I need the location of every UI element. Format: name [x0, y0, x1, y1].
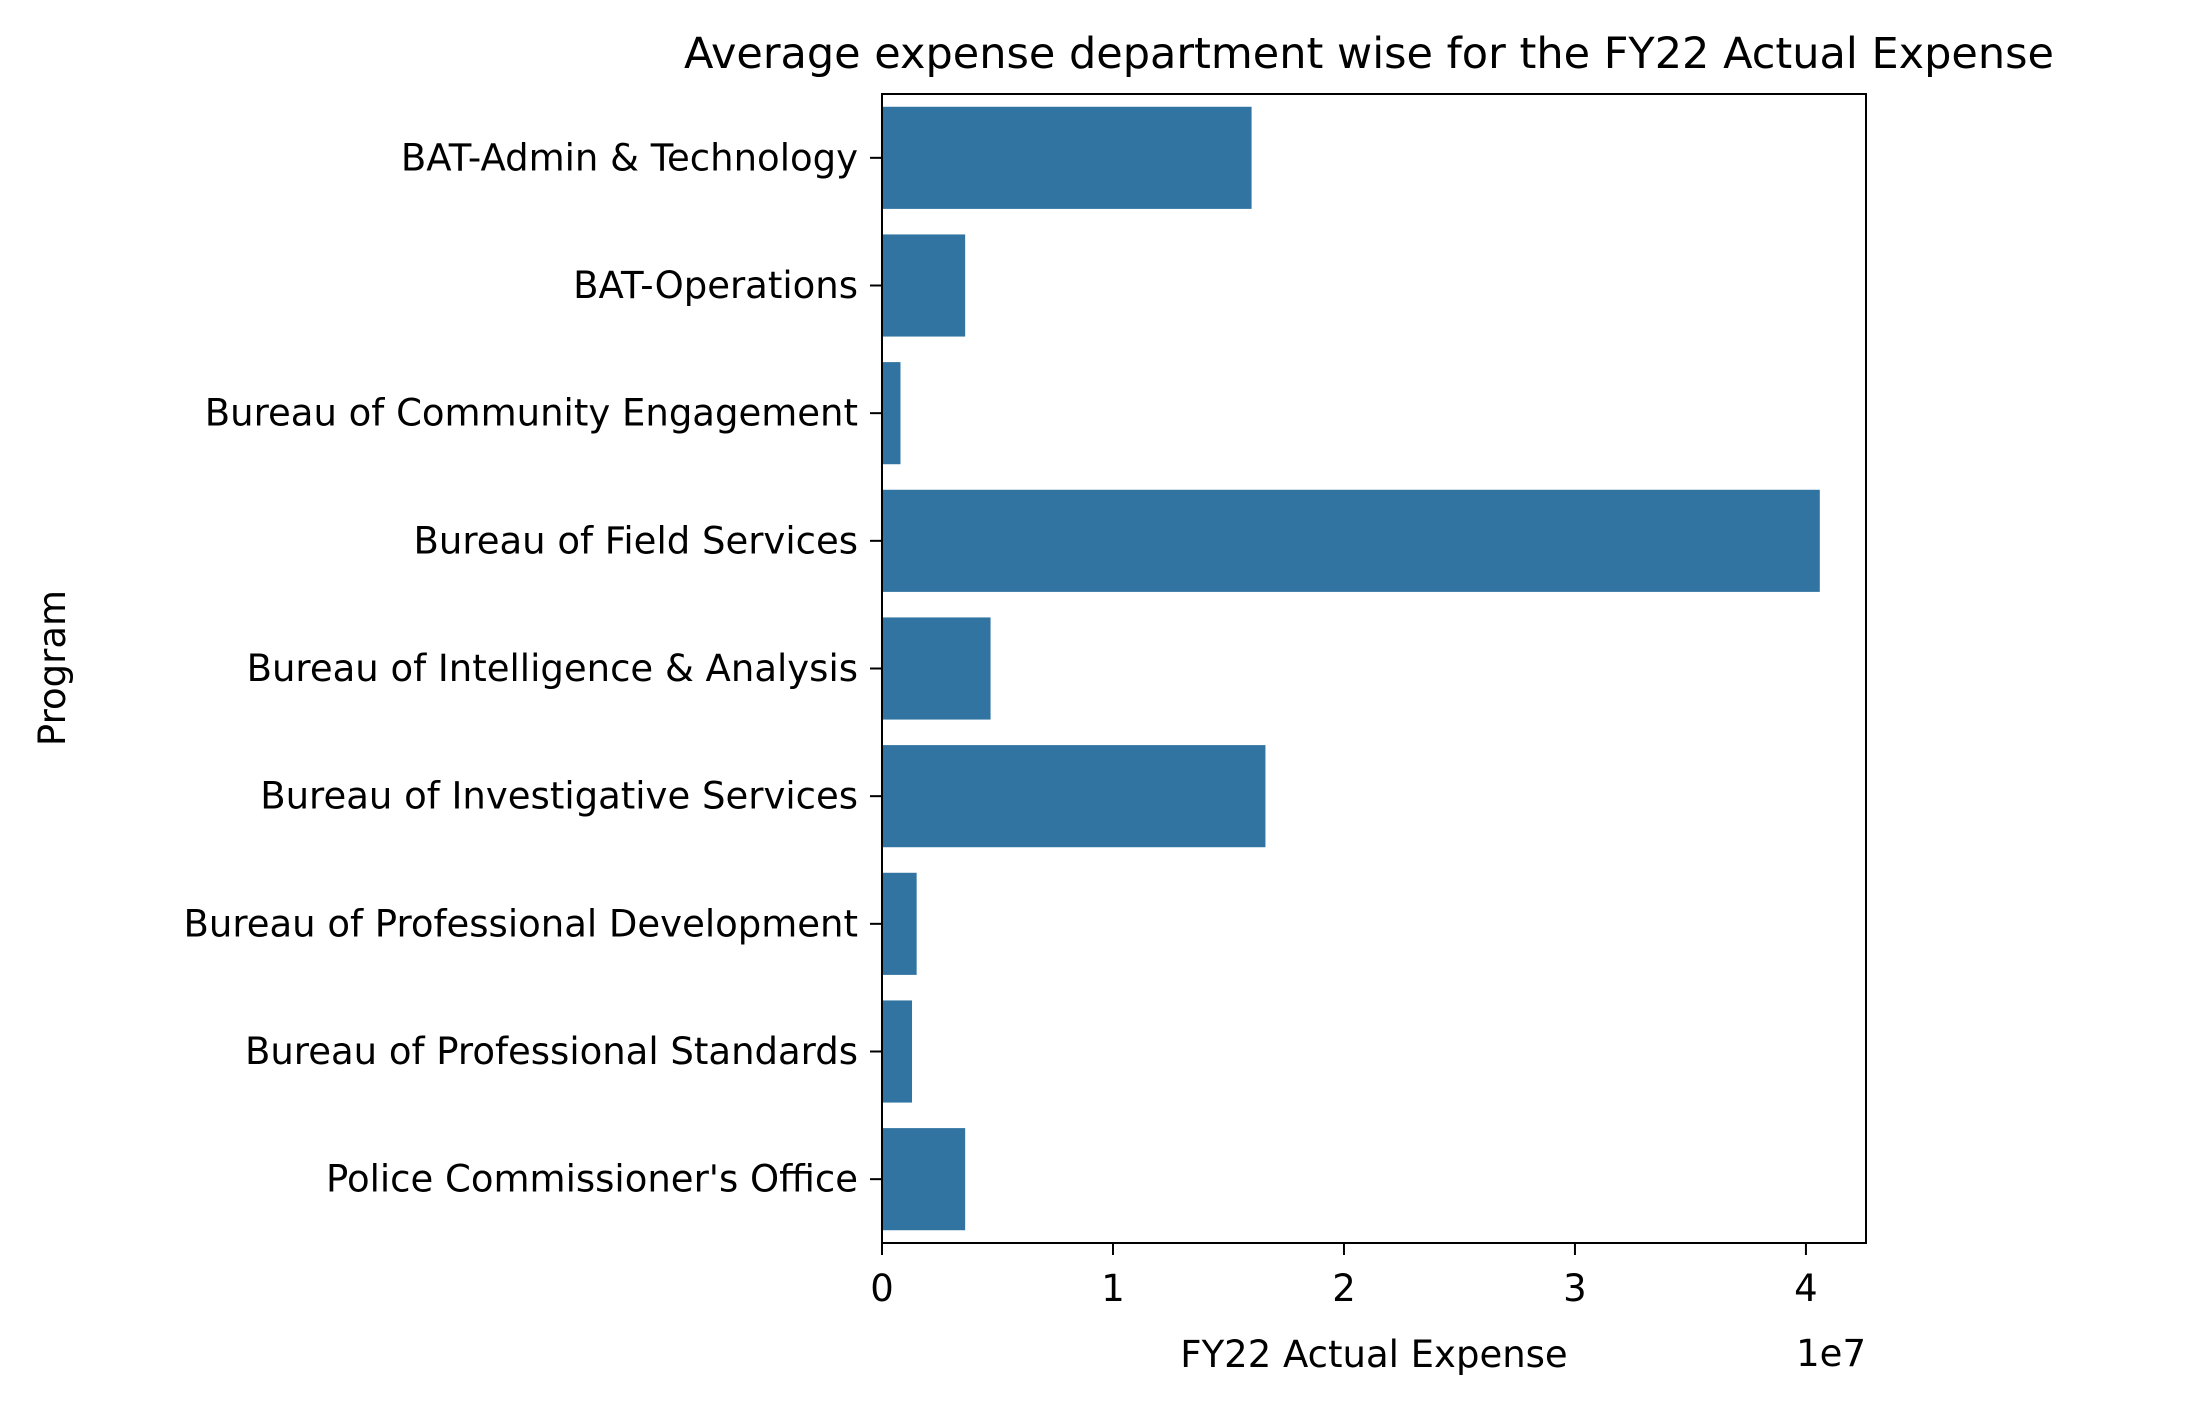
- bar: [882, 106, 1252, 209]
- bar: [882, 745, 1266, 848]
- y-tick-label: BAT-Admin & Technology: [401, 136, 858, 179]
- bar: [882, 1128, 966, 1231]
- y-tick-label: BAT-Operations: [573, 264, 858, 307]
- x-axis-ticks: 0 1 2 3 4: [870, 1243, 1818, 1310]
- x-tick-label: 4: [1794, 1267, 1818, 1310]
- x-axis-label: FY22 Actual Expense: [1180, 1333, 1567, 1376]
- bar: [882, 489, 1820, 592]
- y-tick-label: Bureau of Professional Standards: [245, 1030, 858, 1073]
- x-tick-label: 3: [1563, 1267, 1587, 1310]
- bar: [882, 362, 901, 465]
- y-tick-label: Bureau of Investigative Services: [260, 775, 858, 818]
- bar: [882, 872, 917, 975]
- y-tick-label: Bureau of Intelligence & Analysis: [247, 647, 858, 690]
- y-tick-label: Police Commissioner's Office: [326, 1158, 858, 1201]
- bar: [882, 617, 991, 720]
- y-tick-label: Bureau of Professional Development: [183, 902, 858, 945]
- y-axis-label: Program: [31, 590, 74, 746]
- bar: [882, 234, 966, 337]
- x-axis-offset-label: 1e7: [1796, 1332, 1866, 1375]
- x-tick-label: 1: [1101, 1267, 1125, 1310]
- y-axis-ticks: BAT-Admin & Technology BAT-Operations Bure…: [183, 136, 882, 1201]
- plot-frame: [881, 93, 1867, 1244]
- x-tick-label: 0: [870, 1267, 894, 1310]
- chart-title: Average expense department wise for the …: [684, 29, 2054, 79]
- bars-layer: [882, 106, 1820, 1231]
- y-tick-label: Bureau of Field Services: [414, 519, 859, 562]
- bar: [882, 1000, 913, 1103]
- y-tick-label: Bureau of Community Engagement: [205, 392, 858, 435]
- x-tick-label: 2: [1332, 1267, 1356, 1310]
